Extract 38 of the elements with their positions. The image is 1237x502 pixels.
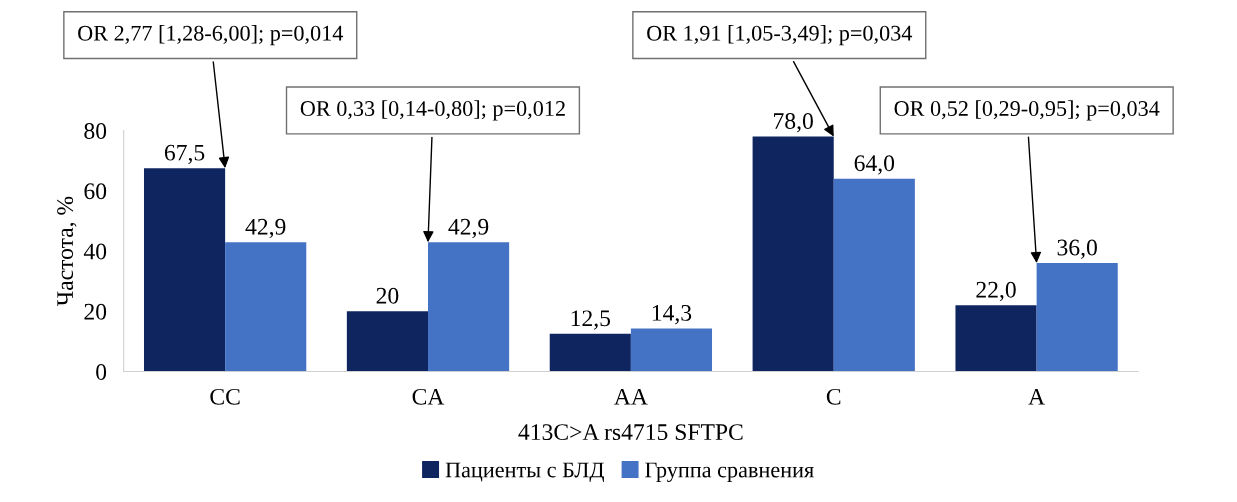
y-tick-label: 40 (83, 243, 107, 260)
bar (225, 242, 307, 372)
data-label: 64,0 (854, 155, 895, 175)
annotation: OR 2,77 [1,28-6,00]; p=0,014 (78, 25, 344, 46)
data-label: 20 (376, 287, 399, 304)
y-tick-label: 20 (84, 303, 107, 320)
annotation: OR 0,33 [0,14-0,80]; p=0,012 (300, 100, 565, 121)
y-axis-title: Частота, % (57, 196, 77, 306)
y-tick-label: 80 (84, 123, 107, 139)
data-label: 12,5 (571, 310, 611, 330)
x-tick-label: A (1028, 388, 1045, 405)
data-label: 42,9 (448, 218, 489, 239)
y-tick-label: 0 (96, 363, 107, 380)
data-label: 42,9 (245, 218, 286, 239)
data-label: 14,3 (652, 304, 692, 325)
bar (955, 305, 1037, 372)
annotation: OR 0,52 [0,29-0,95]; p=0,034 (894, 100, 1160, 121)
legend-label: Пациенты с БЛД (445, 462, 604, 482)
data-label: 22,0 (976, 281, 1016, 302)
x-tick-label: AA (614, 388, 648, 405)
bar (833, 178, 915, 372)
x-tick-label: CC (210, 388, 240, 405)
data-label: 67,5 (164, 144, 205, 164)
bar (346, 311, 428, 372)
bar (752, 136, 834, 372)
y-tick-label: 60 (84, 183, 107, 200)
bar (1036, 263, 1118, 372)
data-label: 36,0 (1057, 239, 1097, 259)
x-tick-label: C (826, 388, 841, 405)
data-label: 78,0 (774, 113, 813, 133)
bar (143, 168, 226, 372)
x-tick-label: CA (412, 388, 445, 405)
annotation: OR 1,91 [1,05-3,49]; p=0,034 (647, 25, 913, 46)
x-axis-title: 413C>A rs4715 SFTPC (518, 424, 743, 441)
legend-label: Группа сравнения (645, 462, 814, 482)
bar (428, 242, 510, 372)
bar (549, 333, 631, 372)
bar (630, 328, 713, 372)
